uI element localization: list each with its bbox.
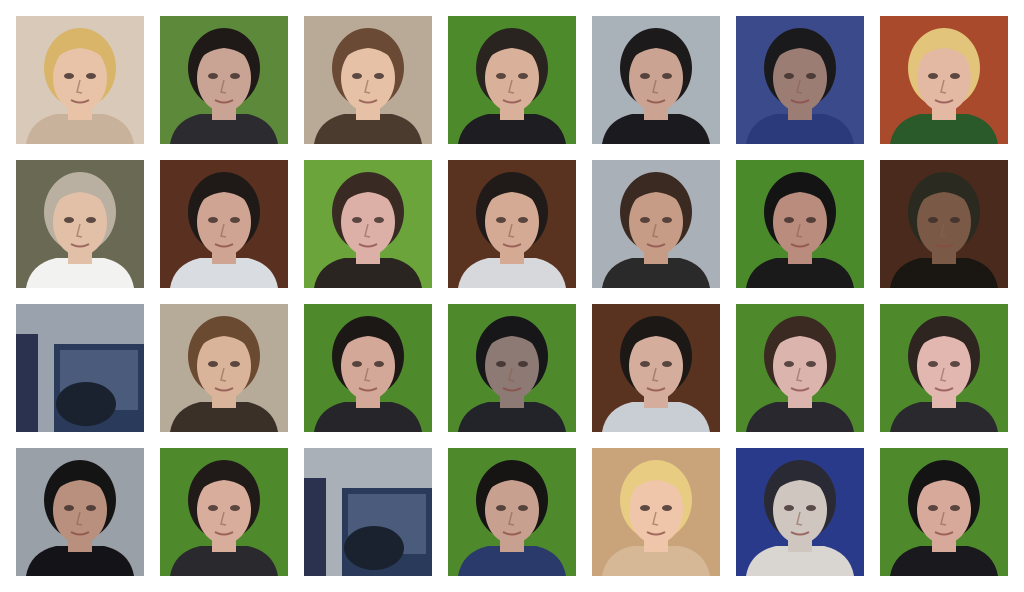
face-sample-image bbox=[880, 160, 1008, 288]
face-sample-image bbox=[160, 16, 288, 144]
face-sample-tile bbox=[16, 304, 144, 432]
face-sample-tile bbox=[160, 304, 288, 432]
face-sample-tile bbox=[736, 448, 864, 576]
face-sample-image bbox=[880, 16, 1008, 144]
face-sample-tile bbox=[736, 16, 864, 144]
face-sample-tile bbox=[736, 160, 864, 288]
face-sample-tile bbox=[592, 448, 720, 576]
face-sample-tile bbox=[160, 448, 288, 576]
face-sample-tile bbox=[448, 160, 576, 288]
face-sample-tile bbox=[160, 16, 288, 144]
face-sample-image bbox=[16, 16, 144, 144]
face-sample-tile bbox=[448, 16, 576, 144]
face-sample-tile bbox=[304, 448, 432, 576]
face-sample-tile bbox=[16, 16, 144, 144]
face-sample-image bbox=[736, 448, 864, 576]
face-sample-image bbox=[16, 448, 144, 576]
face-sample-tile bbox=[16, 448, 144, 576]
face-sample-tile bbox=[880, 16, 1008, 144]
face-sample-tile bbox=[736, 304, 864, 432]
face-sample-image bbox=[592, 160, 720, 288]
face-sample-image bbox=[880, 304, 1008, 432]
face-sample-tile bbox=[16, 160, 144, 288]
face-sample-tile bbox=[880, 304, 1008, 432]
face-sample-tile bbox=[880, 160, 1008, 288]
face-sample-grid bbox=[16, 16, 1008, 576]
face-sample-image bbox=[304, 16, 432, 144]
face-sample-image bbox=[736, 160, 864, 288]
face-sample-image bbox=[736, 304, 864, 432]
face-sample-tile bbox=[304, 160, 432, 288]
face-sample-image bbox=[16, 304, 144, 432]
face-sample-image bbox=[160, 160, 288, 288]
face-sample-tile bbox=[880, 448, 1008, 576]
face-sample-image bbox=[880, 448, 1008, 576]
face-sample-image bbox=[160, 304, 288, 432]
face-sample-tile bbox=[448, 448, 576, 576]
face-sample-tile bbox=[592, 304, 720, 432]
face-sample-tile bbox=[592, 160, 720, 288]
face-sample-image bbox=[448, 160, 576, 288]
face-sample-image bbox=[304, 304, 432, 432]
face-sample-image bbox=[448, 304, 576, 432]
face-sample-image bbox=[592, 304, 720, 432]
face-sample-tile bbox=[592, 16, 720, 144]
face-sample-tile bbox=[448, 304, 576, 432]
face-sample-image bbox=[592, 16, 720, 144]
face-sample-image bbox=[592, 448, 720, 576]
face-sample-image bbox=[448, 448, 576, 576]
face-sample-image bbox=[304, 448, 432, 576]
face-sample-image bbox=[16, 160, 144, 288]
face-sample-tile bbox=[304, 16, 432, 144]
face-sample-image bbox=[160, 448, 288, 576]
face-sample-tile bbox=[304, 304, 432, 432]
face-sample-tile bbox=[160, 160, 288, 288]
face-sample-image bbox=[736, 16, 864, 144]
face-sample-image bbox=[448, 16, 576, 144]
face-sample-image bbox=[304, 160, 432, 288]
